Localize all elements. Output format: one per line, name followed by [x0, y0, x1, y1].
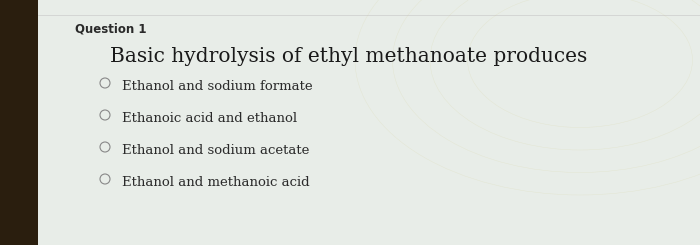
Text: Ethanol and methanoic acid: Ethanol and methanoic acid	[122, 176, 309, 189]
Text: Ethanol and sodium formate: Ethanol and sodium formate	[122, 80, 313, 93]
Bar	[0, 0, 38, 245]
Text: Ethanoic acid and ethanol: Ethanoic acid and ethanol	[122, 112, 297, 125]
Text: Basic hydrolysis of ethyl methanoate produces: Basic hydrolysis of ethyl methanoate pro…	[110, 47, 587, 66]
Text: Ethanol and sodium acetate: Ethanol and sodium acetate	[122, 144, 309, 157]
Text: Question 1: Question 1	[75, 23, 146, 36]
